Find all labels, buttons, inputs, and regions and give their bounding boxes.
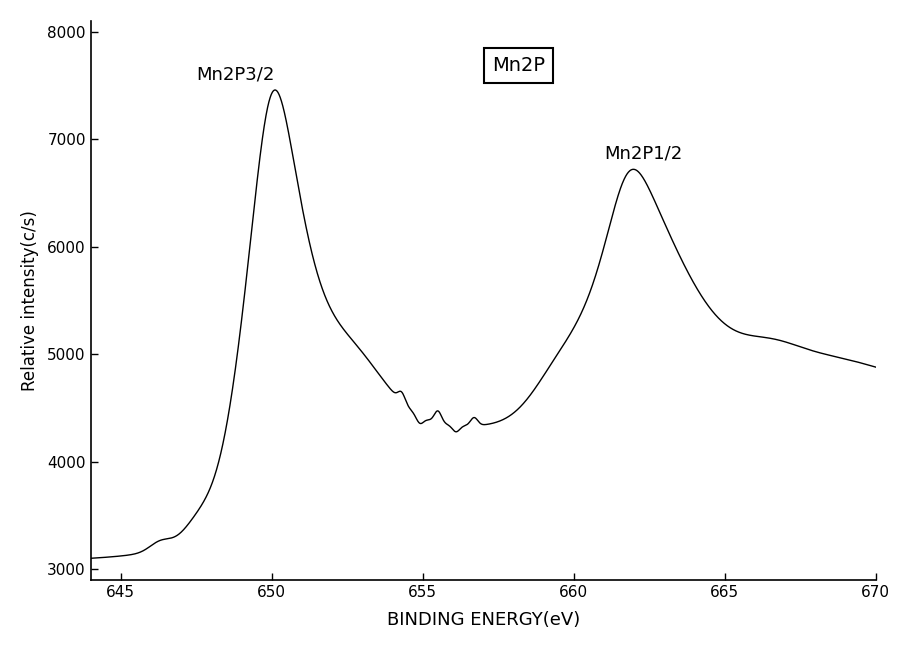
X-axis label: BINDING ENERGY(eV): BINDING ENERGY(eV) bbox=[386, 611, 579, 629]
Text: Mn2P3/2: Mn2P3/2 bbox=[197, 65, 275, 83]
Text: Mn2P: Mn2P bbox=[492, 56, 545, 75]
Text: Mn2P1/2: Mn2P1/2 bbox=[604, 145, 682, 162]
Y-axis label: Relative intensity(c/s): Relative intensity(c/s) bbox=[21, 210, 39, 391]
